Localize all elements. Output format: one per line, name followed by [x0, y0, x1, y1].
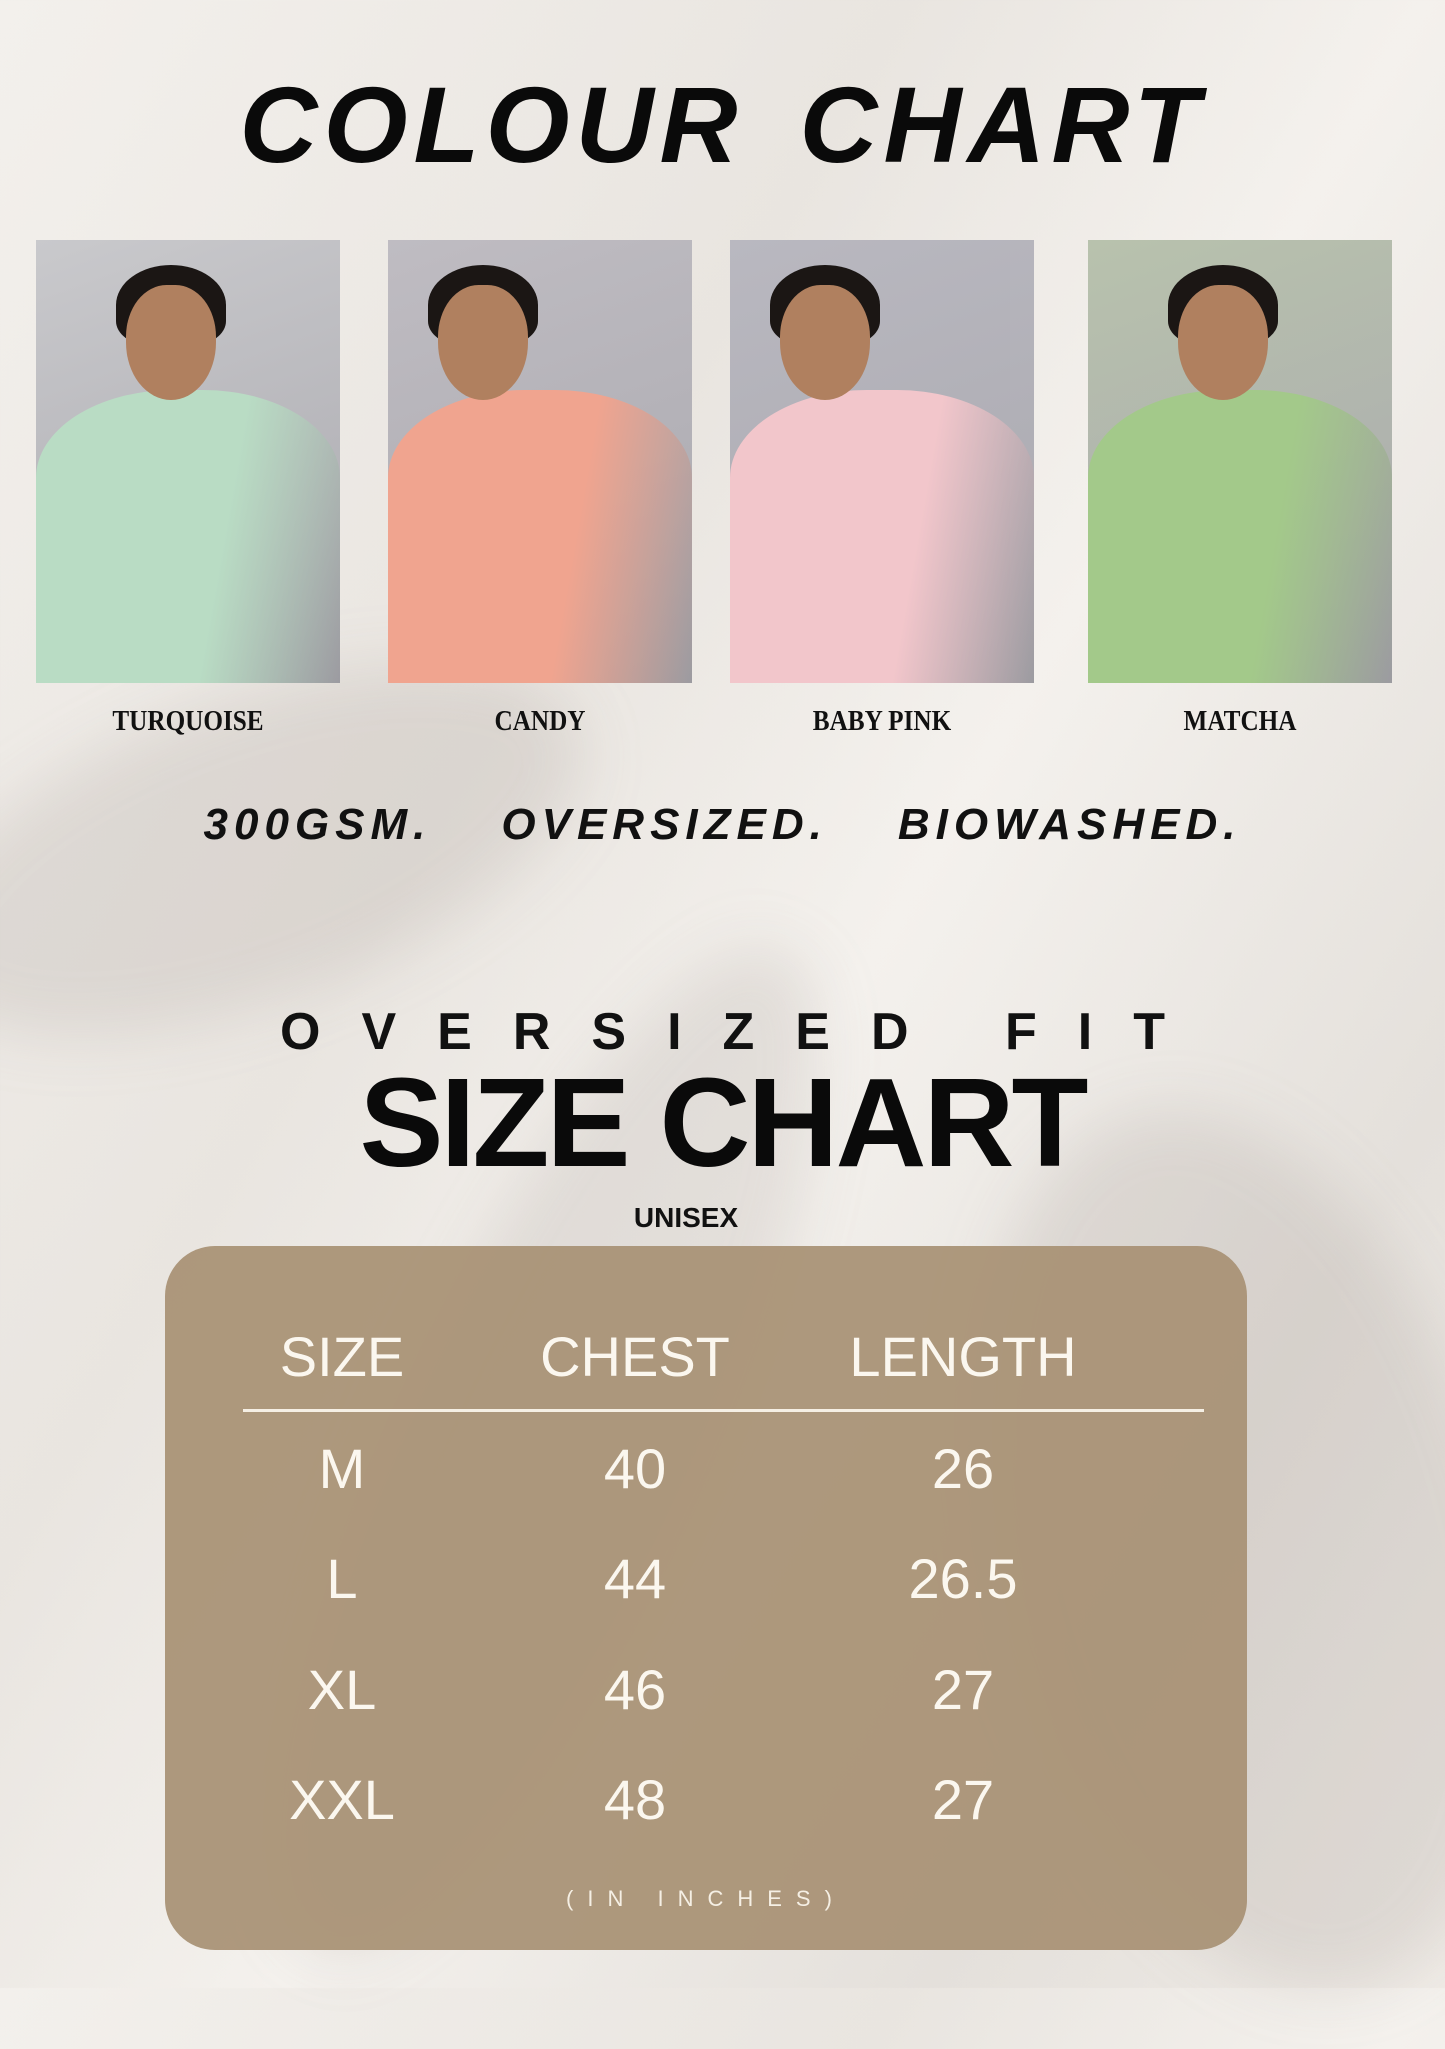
- sweatshirt: [36, 390, 340, 683]
- colour-label: MATCHA: [1183, 706, 1297, 737]
- table-cell: 27: [931, 1768, 995, 1831]
- feature-biowashed: BIOWASHED.: [897, 800, 1242, 849]
- sweatshirt: [1088, 390, 1392, 683]
- table-cell: 27: [931, 1658, 995, 1721]
- column-header-chest: CHEST: [540, 1325, 730, 1388]
- table-cell: 26.5: [908, 1547, 1018, 1610]
- table-cell: XL: [307, 1658, 377, 1721]
- features-row: 300GSM. OVERSIZED. BIOWASHED.: [0, 800, 1445, 850]
- model-face: [438, 285, 528, 400]
- table-cell: 46: [603, 1658, 667, 1721]
- colour-label: BABY PINK: [812, 706, 952, 737]
- header-divider: [243, 1409, 1204, 1412]
- table-cell: 26: [931, 1437, 995, 1500]
- unit-note: (IN INCHES): [566, 1886, 846, 1911]
- sweatshirt: [730, 390, 1034, 683]
- table-cell: L: [326, 1547, 358, 1610]
- feature-oversized: OVERSIZED.: [501, 800, 828, 849]
- column-header-length: LENGTH: [849, 1325, 1077, 1388]
- model-photo-turquoise: [36, 240, 340, 683]
- model-face: [1178, 285, 1268, 400]
- size-chart-title: SIZE CHART: [359, 1052, 1089, 1193]
- model-photo-matcha: [1088, 240, 1392, 683]
- table-cell: 40: [603, 1437, 667, 1500]
- table-cell: XXL: [289, 1768, 395, 1831]
- model-photo-baby-pink: [730, 240, 1034, 683]
- model-photo-candy: [388, 240, 692, 683]
- model-face: [780, 285, 870, 400]
- table-cell: M: [318, 1437, 366, 1500]
- size-table: (IN INCHES) SIZE CHEST LENGTH M 40 26 L 44 26.5 X…: [165, 1246, 1247, 1950]
- model-face: [126, 285, 216, 400]
- column-header-size: SIZE: [279, 1325, 405, 1388]
- sweatshirt: [388, 390, 692, 683]
- colour-label: CANDY: [494, 706, 586, 737]
- colour-label: TURQUOISE: [112, 706, 264, 737]
- colour-chart-title: COLOUR CHART: [239, 64, 1206, 185]
- feature-gsm: 300GSM.: [203, 800, 432, 849]
- oversized-fit-kicker: OVERSIZED FIT: [280, 1003, 1206, 1061]
- table-cell: 48: [603, 1768, 667, 1831]
- unisex-label: UNISEX: [633, 1202, 739, 1233]
- table-cell: 44: [603, 1547, 667, 1610]
